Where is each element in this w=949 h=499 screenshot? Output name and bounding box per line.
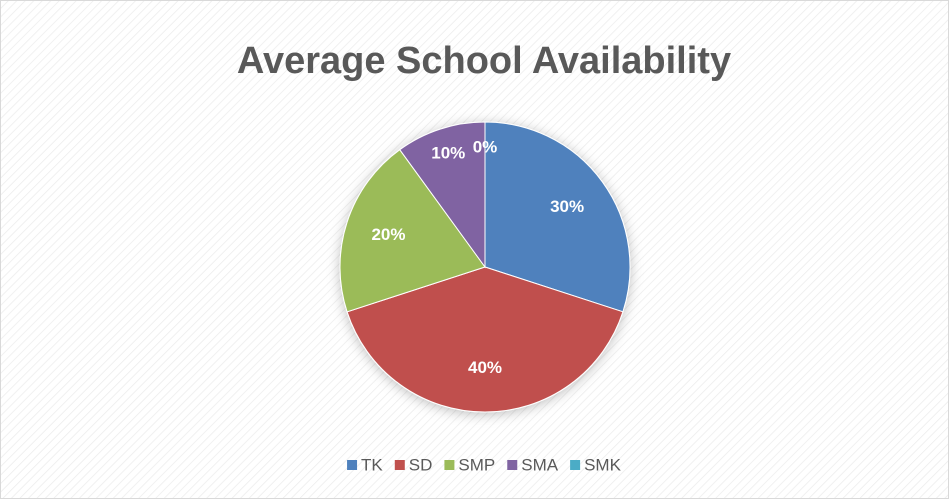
data-label: 10%: [431, 143, 465, 162]
legend-label: SMA: [521, 455, 559, 474]
legend-label: TK: [361, 455, 383, 474]
pie-slice: [399, 121, 486, 269]
legend-label: SMK: [584, 455, 622, 474]
data-label: 40%: [468, 358, 502, 377]
pie-slice: [346, 266, 624, 413]
legend-swatch: [507, 460, 518, 470]
data-label: 30%: [550, 197, 584, 216]
legend-swatch: [444, 460, 455, 470]
pie-slice: [339, 148, 486, 313]
data-label: 0%: [473, 138, 498, 157]
data-label: 20%: [371, 225, 405, 244]
pie-slice: [484, 121, 631, 313]
legend-swatch: [570, 460, 581, 470]
legend-label: SD: [409, 455, 433, 474]
chart-title: Average School Availability: [237, 40, 731, 82]
legend-swatch: [394, 460, 405, 470]
pie: [339, 121, 631, 413]
legend-swatch: [347, 460, 358, 470]
legend-label: SMP: [458, 455, 495, 474]
